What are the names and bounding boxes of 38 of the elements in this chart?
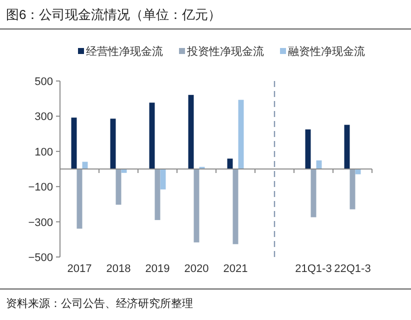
y-tick-label: 300 [34,111,53,124]
bar [160,169,166,190]
bar [71,118,77,169]
bar [355,169,361,174]
y-tick-label: −100 [28,182,53,194]
bar [149,102,155,169]
legend-label: 经营性净现金流 [86,45,163,58]
bar [116,169,122,205]
x-tick-label: 2020 [184,263,209,275]
bar [154,169,160,220]
y-tick-label: −500 [28,252,53,264]
bar [76,169,82,229]
bar [350,169,356,210]
text: 资料来源：公司公告、经济研究所整理 [6,297,193,310]
bar [344,124,350,169]
x-tick-label: 2021 [223,263,248,275]
legend-label: 投资性净现金流 [186,45,264,58]
x-tick-label: 22Q1-3 [334,263,371,275]
bar [238,100,244,169]
bar [227,158,233,169]
y-tick-label: 500 [34,76,53,88]
x-tick-label: 21Q1-3 [295,263,332,275]
bar [188,94,194,169]
bar [316,160,322,169]
bar [194,169,200,242]
chart-title: 图6：公司现金流情况（单位：亿元） [6,7,222,22]
bar [305,129,311,169]
legend-label: 融资性净现金流 [288,45,365,58]
bar [310,169,316,218]
x-tick-label: 2018 [106,263,131,275]
x-tick-label: 2017 [67,263,92,275]
x-tick-label: 2019 [145,263,170,275]
y-tick-label: 100 [34,146,53,158]
bar [121,169,127,173]
y-tick-label: −300 [28,216,53,229]
bar [110,118,116,169]
bar [82,162,88,169]
bar [232,169,238,244]
